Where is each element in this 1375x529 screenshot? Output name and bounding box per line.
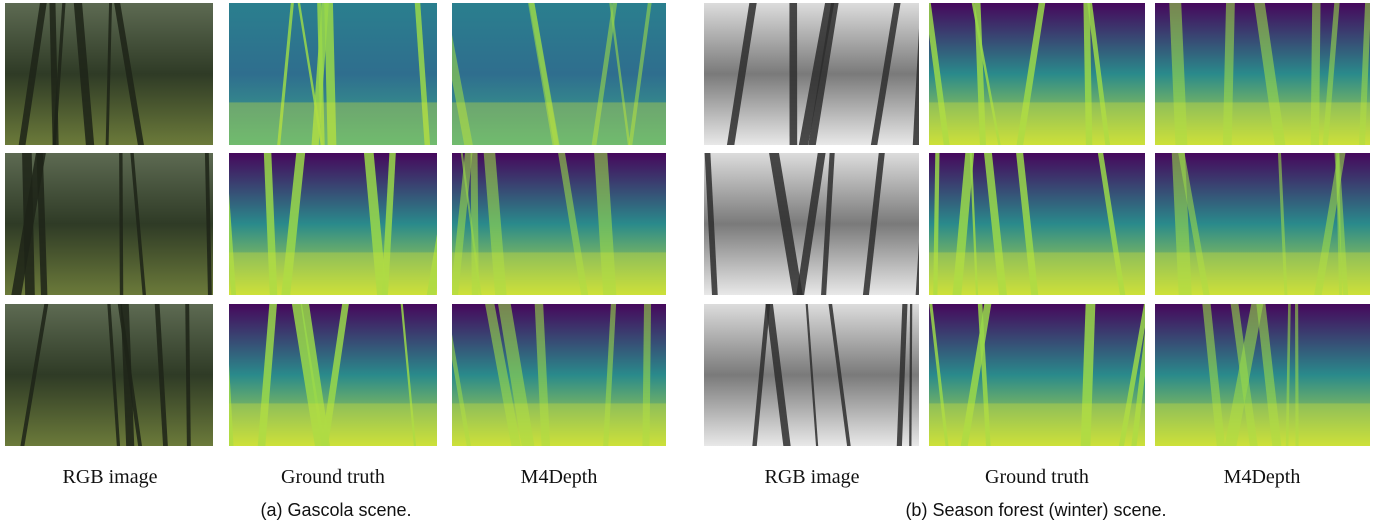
ground (929, 102, 1145, 145)
image-cell (704, 153, 919, 295)
column-label: M4Depth (1152, 466, 1372, 489)
image-cell (5, 153, 213, 295)
image-cell (452, 153, 666, 295)
caption: (a) Gascola scene. (6, 500, 666, 521)
ground (229, 403, 437, 446)
tree-trunk (910, 304, 911, 446)
image-cell (452, 3, 666, 145)
image-cell (929, 3, 1145, 145)
ground (452, 252, 666, 295)
column-label: RGB image (0, 466, 220, 489)
column-label: RGB image (702, 466, 922, 489)
ground (929, 252, 1145, 295)
image-cell (929, 304, 1145, 446)
ground (929, 403, 1145, 446)
column-label: Ground truth (927, 466, 1147, 489)
image-cell (704, 3, 919, 145)
column-label: M4Depth (449, 466, 669, 489)
image-cell (229, 153, 437, 295)
tree-trunk (121, 153, 122, 295)
image-cell (1155, 304, 1370, 446)
ground (1155, 252, 1370, 295)
ground (1155, 102, 1370, 145)
caption: (b) Season forest (winter) scene. (706, 500, 1366, 521)
image-cell (229, 304, 437, 446)
tree-trunk (27, 153, 30, 295)
ground (229, 252, 437, 295)
image-cell (229, 3, 437, 145)
ground (452, 102, 666, 145)
image-cell (5, 3, 213, 145)
image-cell (704, 304, 919, 446)
tree-trunk (187, 304, 189, 446)
figure: RGB image Ground truth M4Depth RGB image… (0, 0, 1375, 529)
image-cell (452, 304, 666, 446)
column-label: Ground truth (223, 466, 443, 489)
image-cell (1155, 3, 1370, 145)
ground (452, 403, 666, 446)
ground (1155, 403, 1370, 446)
ground (229, 102, 437, 145)
image-cell (1155, 153, 1370, 295)
image-cell (929, 153, 1145, 295)
image-cell (5, 304, 213, 446)
